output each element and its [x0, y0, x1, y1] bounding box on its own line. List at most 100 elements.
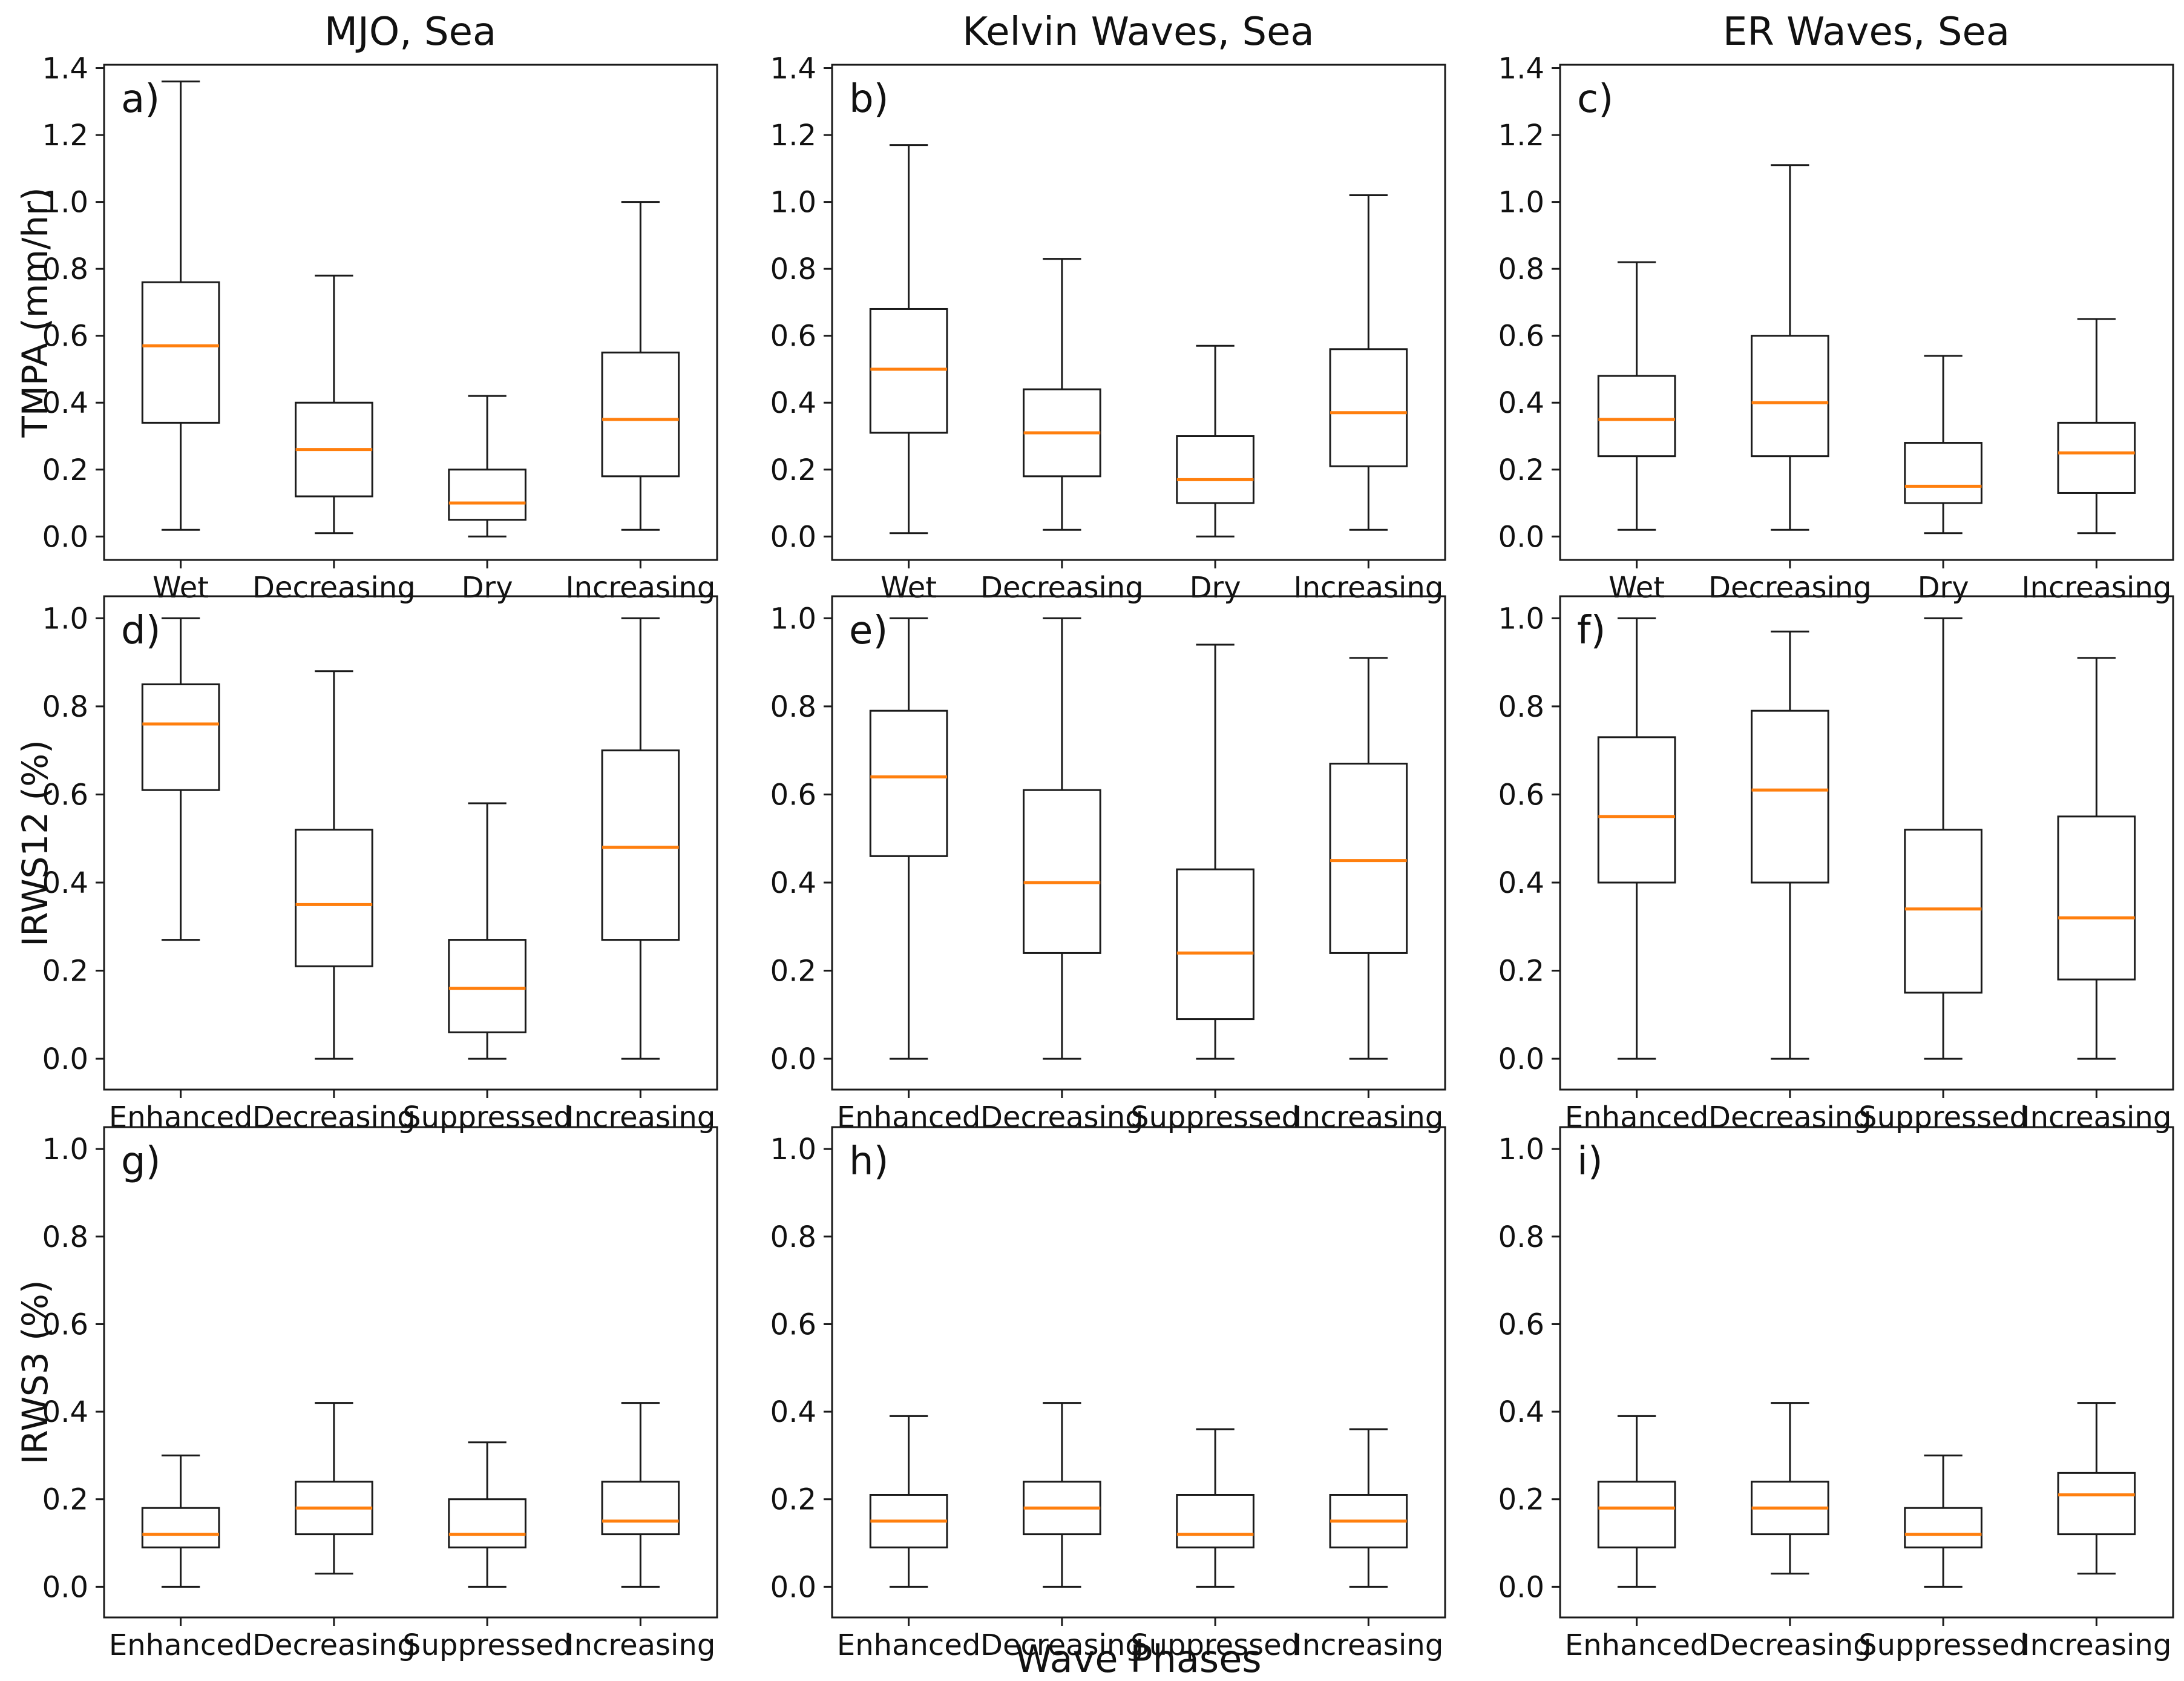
category-label: Suppressed	[1858, 1100, 2028, 1134]
axes-frame	[103, 1126, 718, 1619]
category-label: Increasing	[1293, 1100, 1443, 1134]
box	[601, 1481, 680, 1536]
box	[1597, 1481, 1676, 1548]
panel-letter: a)	[121, 77, 160, 122]
y-tick-label: 0.0	[42, 1570, 88, 1604]
y-tick-label: 0.4	[770, 1395, 816, 1429]
panel-g: 0.0 0.2 0.4 0.6 0.8 1.0 Enhanced DecreasingSupp…	[42, 1126, 718, 1662]
y-tick-label: 0.0	[770, 1570, 816, 1604]
axes-frame	[1559, 64, 2174, 561]
box	[141, 1507, 220, 1548]
y-tick-label: 1.0	[42, 602, 88, 636]
box	[601, 749, 680, 941]
category-label: Wet	[1608, 571, 1665, 605]
x-axis-label: Wave Phases	[1015, 1637, 1262, 1681]
axes-frame	[831, 64, 1446, 561]
box	[295, 829, 373, 967]
category-label: Decreasing	[252, 1100, 416, 1134]
y-tick-label: 0.2	[770, 453, 816, 487]
y-tick-label: 0.2	[1498, 955, 1544, 989]
y-tick-label: 0.2	[770, 955, 816, 989]
y-tick-label: 0.8	[42, 252, 88, 286]
category-label: Wet	[880, 571, 937, 605]
panel-letter: c)	[1577, 77, 1613, 122]
y-tick-label: 0.0	[770, 1042, 816, 1076]
y-tick-label: 0.8	[1498, 690, 1544, 724]
box	[1597, 736, 1676, 884]
y-tick-label: 0.6	[1498, 1308, 1544, 1341]
category-label: Increasing	[2021, 1628, 2171, 1662]
y-tick-label: 0.4	[1498, 386, 1544, 420]
y-tick-label: 1.4	[770, 52, 816, 86]
y-tick-label: 0.8	[770, 1220, 816, 1254]
box	[2057, 815, 2136, 981]
y-tick-label: 1.0	[1498, 186, 1544, 220]
category-label: Decreasing	[1708, 1628, 1872, 1662]
y-tick-label: 1.0	[42, 186, 88, 220]
panel-letter: g)	[121, 1139, 161, 1184]
y-tick-label: 0.6	[1498, 778, 1544, 812]
y-tick-label: 0.8	[1498, 252, 1544, 286]
box	[448, 469, 526, 521]
box	[2057, 1472, 2136, 1536]
box	[1751, 709, 1829, 884]
y-tick-label: 1.2	[770, 119, 816, 153]
category-label: Increasing	[565, 1628, 715, 1662]
y-tick-label: 0.4	[42, 386, 88, 420]
axes-frame	[103, 595, 718, 1091]
category-label: Suppressed	[402, 1628, 572, 1662]
y-tick-label: 1.2	[1498, 119, 1544, 153]
y-tick-label: 0.8	[770, 690, 816, 724]
box	[869, 308, 948, 434]
box	[1176, 435, 1254, 504]
y-tick-label: 0.4	[42, 1395, 88, 1429]
panel-c: 0.0 0.2 0.4 0.6 0.8 1.0 1.2 1.4 Wet Decreasing Dry…	[1498, 52, 2174, 605]
category-label: Suppressed	[1858, 1628, 2028, 1662]
panel-i: 0.0 0.2 0.4 0.6 0.8 1.0 Enhanced DecreasingSupp…	[1498, 1126, 2174, 1662]
box	[1751, 335, 1829, 458]
category-label: Decreasing	[980, 571, 1144, 605]
category-label: Dry	[1190, 571, 1241, 605]
category-label: Decreasing	[252, 1628, 416, 1662]
box	[448, 939, 526, 1033]
box	[1904, 1507, 1982, 1548]
axes-frame	[1559, 595, 2174, 1091]
category-label: Enhanced	[109, 1628, 252, 1662]
panel-e: 0.0 0.2 0.4 0.6 0.8 1.0 Enhanced DecreasingSupp…	[770, 595, 1446, 1134]
category-label: Increasing	[565, 1100, 715, 1134]
category-label: Wet	[152, 571, 209, 605]
box	[2057, 421, 2136, 494]
panel-letter: e)	[849, 608, 888, 653]
y-tick-label: 1.0	[770, 186, 816, 220]
box	[601, 351, 680, 478]
y-tick-label: 0.2	[770, 1483, 816, 1517]
panel-letter: h)	[849, 1139, 889, 1184]
y-tick-label: 0.8	[42, 690, 88, 724]
y-tick-label: 0.0	[770, 520, 816, 554]
panel-letter: f)	[1577, 608, 1606, 653]
box	[1597, 375, 1676, 458]
y-tick-label: 1.0	[1498, 1133, 1544, 1166]
box	[141, 281, 220, 424]
category-label: Increasing	[1293, 571, 1443, 605]
y-tick-label: 0.6	[770, 1308, 816, 1341]
y-tick-label: 0.4	[1498, 866, 1544, 900]
axes-frame	[831, 595, 1446, 1091]
category-label: Decreasing	[1708, 571, 1872, 605]
box	[448, 1498, 526, 1548]
box	[1329, 348, 1408, 467]
y-tick-label: 0.0	[1498, 1042, 1544, 1076]
category-label: Dry	[1918, 571, 1969, 605]
y-tick-label: 1.2	[42, 119, 88, 153]
box	[141, 683, 220, 791]
column-title-kelvin: Kelvin Waves, Sea	[962, 10, 1314, 54]
y-tick-label: 0.4	[1498, 1395, 1544, 1429]
y-tick-label: 0.8	[1498, 1220, 1544, 1254]
y-tick-label: 0.4	[42, 866, 88, 900]
y-tick-label: 0.6	[770, 320, 816, 354]
y-tick-label: 0.6	[42, 1308, 88, 1341]
y-tick-label: 0.0	[1498, 1570, 1544, 1604]
category-label: Enhanced	[837, 1628, 980, 1662]
y-tick-label: 0.0	[42, 1042, 88, 1076]
